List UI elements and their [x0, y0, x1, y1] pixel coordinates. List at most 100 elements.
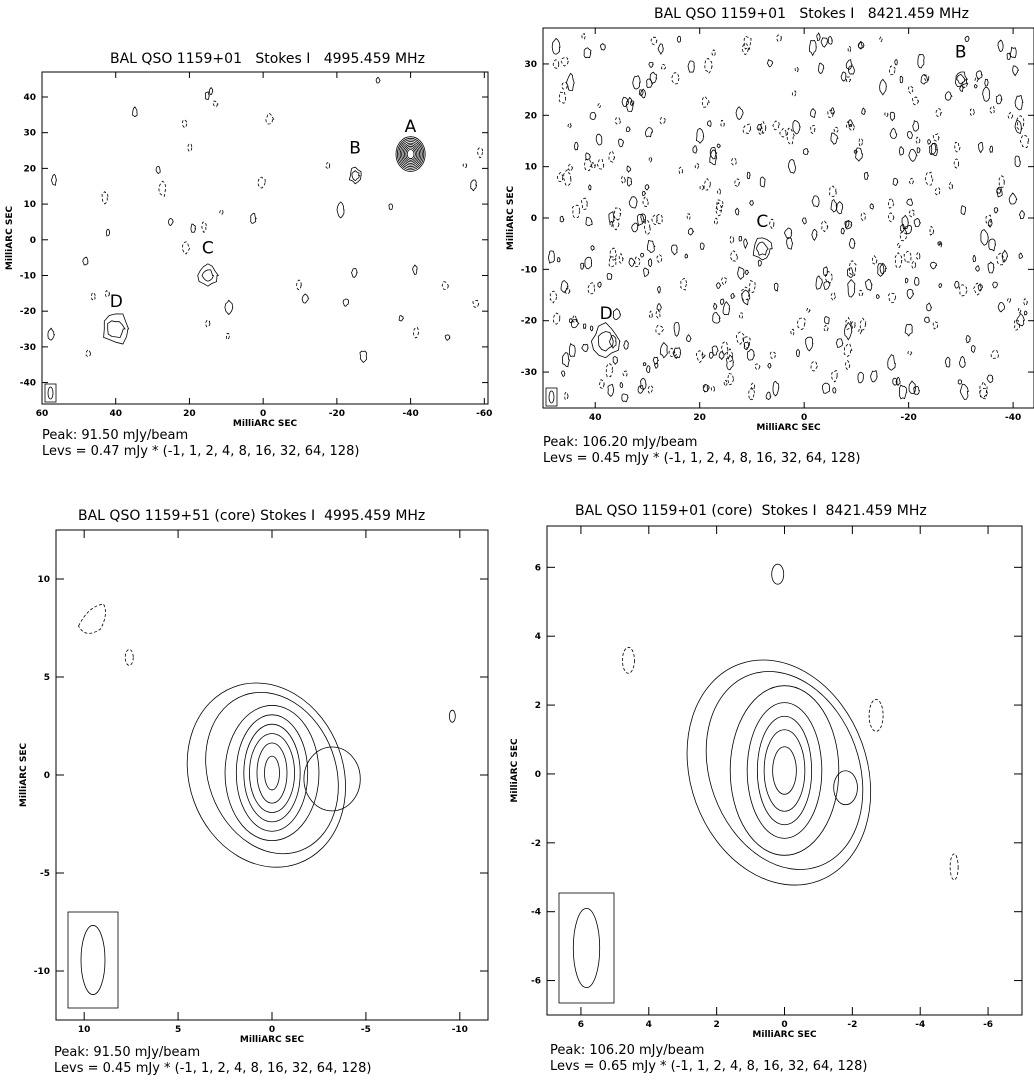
noise-contour: [990, 349, 999, 359]
noise-contour: [846, 267, 854, 278]
noise-contour: [771, 563, 785, 585]
y-tick-label: -20: [521, 317, 537, 327]
noise-contour: [879, 36, 883, 42]
noise-contour: [621, 393, 629, 403]
beam-box: [67, 911, 119, 1009]
noise-contour: [649, 310, 653, 320]
noise-contour: [712, 311, 721, 324]
noise-contour: [954, 71, 969, 87]
beam-ellipse: [80, 925, 106, 995]
noise-contour: [904, 323, 913, 337]
noise-contour: [888, 65, 896, 76]
noise-contour: [840, 227, 845, 235]
noise-contour: [375, 76, 381, 84]
noise-contour: [584, 256, 593, 270]
noise-contour: [619, 381, 624, 388]
noise-contour: [796, 348, 801, 358]
noise-contour: [938, 283, 943, 289]
noise-contour: [204, 319, 211, 328]
noise-contour: [972, 254, 977, 263]
noise-contour: [929, 261, 938, 270]
x-tick-label: -6: [983, 1020, 993, 1030]
noise-contour: [444, 334, 451, 341]
contour-group: [547, 32, 1030, 403]
noise-contour: [608, 256, 617, 268]
y-tick-label: 30: [524, 60, 537, 70]
noise-contour: [898, 146, 905, 156]
noise-contour: [595, 133, 603, 146]
noise-contour: [678, 166, 684, 174]
noise-contour: [888, 212, 895, 223]
noise-contour: [646, 239, 656, 253]
noise-contour: [649, 71, 658, 84]
noise-contour: [711, 345, 719, 356]
noise-contour: [462, 163, 468, 169]
noise-contour: [618, 252, 624, 264]
noise-contour: [609, 220, 614, 228]
noise-contour: [477, 147, 483, 159]
noise-contour: [844, 220, 850, 229]
noise-contour: [727, 372, 735, 386]
noise-contour: [105, 228, 111, 237]
noise-contour: [904, 277, 909, 284]
noise-contour: [749, 200, 755, 206]
noise-contour: [879, 262, 888, 275]
noise-contour: [472, 299, 480, 308]
noise-contour: [715, 282, 722, 289]
x-tick-label: -4: [915, 1020, 925, 1030]
noise-contour: [684, 253, 689, 259]
noise-contour: [104, 290, 111, 298]
noise-contour: [695, 350, 704, 364]
component-label: B: [349, 139, 361, 159]
noise-contour: [899, 223, 906, 233]
noise-contour: [779, 127, 787, 138]
noise-contour: [640, 252, 645, 258]
noise-contour: [657, 286, 661, 294]
noise-contour: [827, 35, 833, 45]
noise-contour: [301, 293, 310, 304]
noise-contour: [709, 149, 718, 166]
noise-contour: [892, 377, 898, 386]
component-label: B: [955, 42, 967, 62]
noise-contour: [1023, 310, 1028, 316]
noise-contour: [219, 209, 224, 215]
noise-contour: [197, 263, 220, 287]
noise-contour: [101, 191, 109, 205]
noise-contour: [631, 222, 639, 233]
noise-contour: [845, 59, 853, 70]
core-contour: [756, 715, 813, 826]
noise-contour: [325, 161, 331, 170]
noise-contour: [559, 215, 565, 223]
noise-contour: [734, 207, 740, 216]
y-tick-label: 30: [23, 129, 36, 139]
core-contour: [772, 746, 797, 795]
noise-contour: [741, 286, 751, 301]
noise-contour: [915, 136, 921, 145]
noise-contour: [960, 205, 966, 215]
noise-contour: [787, 159, 797, 174]
noise-contour: [573, 141, 579, 151]
noise-contour: [808, 40, 817, 57]
noise-contour: [935, 108, 943, 118]
x-tick-label: -5: [361, 1025, 371, 1035]
noise-contour: [659, 341, 668, 359]
core-contour: [746, 702, 823, 839]
noise-contour: [590, 245, 595, 252]
noise-contour: [182, 119, 188, 129]
noise-contour: [685, 334, 692, 343]
noise-contour: [859, 317, 867, 331]
noise-contour: [988, 238, 997, 252]
noise-contour: [560, 56, 569, 67]
noise-contour: [888, 292, 897, 304]
noise-contour: [565, 72, 575, 92]
y-axis-title: MilliARC SEC: [5, 206, 15, 271]
y-axis-title: MilliARC SEC: [19, 743, 29, 808]
noise-contour: [1008, 192, 1018, 205]
noise-contour: [342, 298, 349, 307]
noise-contour: [845, 121, 851, 129]
noise-contour: [1012, 65, 1019, 77]
noise-contour: [581, 343, 589, 352]
y-tick-label: -30: [521, 368, 537, 378]
noise-contour: [637, 384, 645, 394]
component-contour: [405, 147, 416, 161]
